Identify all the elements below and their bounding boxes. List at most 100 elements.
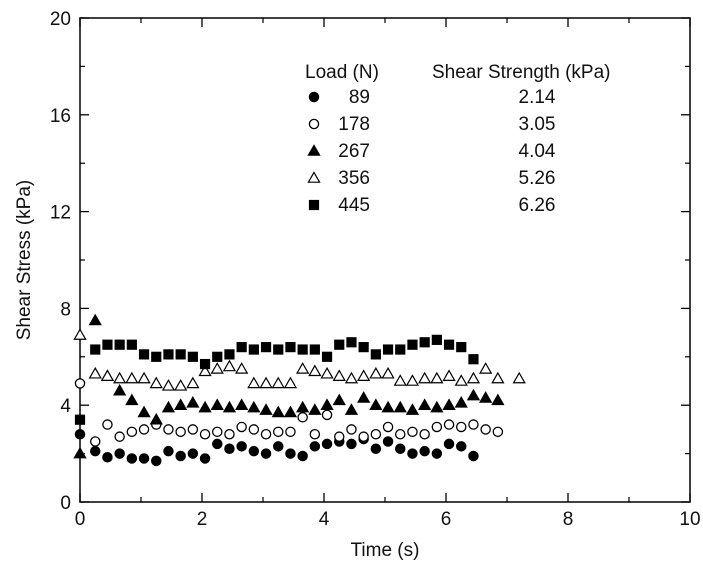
data-point-load-89 [468,450,479,462]
data-point-load-178 [321,409,333,421]
x-tick-label: 2 [197,509,208,530]
legend-row-89: 89 2.14 [308,87,556,108]
data-point-load-267 [222,400,237,413]
legend-strength-value: 2.14 [519,87,556,108]
data-point-load-267 [137,405,151,418]
data-point-load-445 [419,337,430,348]
data-point-load-178 [480,424,491,435]
data-point-load-445 [74,414,86,425]
y-tick-label: 16 [50,106,71,127]
data-point-load-267 [369,398,383,410]
data-point-load-445 [187,351,198,362]
x-tick-label: 10 [679,509,700,530]
x-tick-label: 0 [75,509,86,530]
data-point-load-178 [224,428,235,440]
data-point-load-267 [198,400,212,413]
data-point-load-267 [430,400,444,413]
data-point-load-178 [236,421,247,433]
data-point-load-267 [332,393,346,406]
series-89 [74,428,479,467]
data-point-load-356 [210,362,224,374]
data-point-load-356 [332,369,346,381]
legend-row-178: 178 3.05 [308,114,555,135]
data-point-load-445 [236,342,247,353]
legend-marker [307,171,321,183]
data-point-load-267 [491,393,505,406]
data-point-load-356 [454,374,468,386]
legend-load-value: 178 [338,114,370,135]
data-point-load-178 [102,419,113,430]
data-point-load-178 [272,426,284,438]
legend-marker [307,144,321,156]
data-point-load-445 [114,339,125,350]
data-point-load-356 [137,371,151,384]
data-point-load-356 [73,328,87,340]
data-point-load-178 [260,428,272,440]
data-point-load-445 [321,351,333,362]
data-point-load-356 [113,371,127,384]
data-point-load-89 [285,448,296,459]
data-point-load-89 [74,428,86,440]
data-point-load-356 [271,376,285,389]
data-point-load-445 [309,344,320,355]
data-point-load-356 [430,371,444,384]
data-point-load-89 [346,438,357,450]
data-point-load-89 [163,445,174,457]
data-point-load-356 [247,376,261,389]
data-point-load-356 [442,369,456,381]
data-point-load-267 [442,398,456,410]
data-point-load-89 [419,445,430,457]
data-point-load-445 [260,342,272,353]
y-tick-label: 0 [60,493,71,514]
data-point-load-178 [333,431,345,442]
data-point-load-356 [466,371,481,384]
data-point-load-89 [455,441,467,452]
series-356 [73,328,526,391]
legend-row-356: 356 5.26 [307,168,555,189]
data-point-load-89 [114,448,125,459]
data-point-load-89 [382,436,394,447]
data-point-load-178 [419,428,430,440]
data-point-load-178 [407,426,418,438]
data-point-load-178 [492,426,504,438]
y-tick-label: 20 [50,9,71,30]
data-point-load-356 [296,362,310,374]
legend-strength-value: 6.26 [519,195,556,216]
y-tick-label: 12 [50,203,71,224]
data-point-load-445 [273,344,284,355]
x-tick-label: 6 [441,509,452,530]
data-point-load-445 [212,351,223,362]
data-point-load-356 [308,364,322,377]
legend-load-value: 89 [349,87,370,108]
data-point-load-178 [175,426,186,438]
data-point-load-89 [224,443,235,455]
data-point-load-178 [187,424,199,435]
data-point-load-178 [370,428,382,440]
data-point-load-267 [161,400,176,413]
legend-row-445: 445 6.26 [308,195,556,216]
data-point-load-89 [407,448,418,459]
data-point-load-89 [126,453,138,464]
data-point-load-356 [320,366,334,379]
data-point-load-445 [126,339,137,350]
data-point-load-178 [394,428,406,440]
data-point-load-356 [381,366,395,379]
data-point-load-445 [138,349,150,360]
data-point-load-356 [174,379,188,391]
data-point-load-178 [163,424,174,435]
series-178 [74,378,504,447]
data-point-load-178 [138,424,150,435]
data-point-load-356 [149,376,163,389]
data-point-load-445 [151,351,162,362]
data-point-load-445 [334,339,345,350]
y-axis-title: Shear Stress (kPa) [14,180,35,341]
data-point-load-267 [186,395,200,408]
data-point-load-267 [113,383,127,396]
data-point-load-445 [358,342,369,353]
data-point-load-356 [418,371,432,384]
data-point-load-267 [418,398,432,410]
legend-strength-value: 4.04 [519,141,556,162]
data-point-load-445 [297,344,308,355]
data-point-load-267 [466,388,481,401]
